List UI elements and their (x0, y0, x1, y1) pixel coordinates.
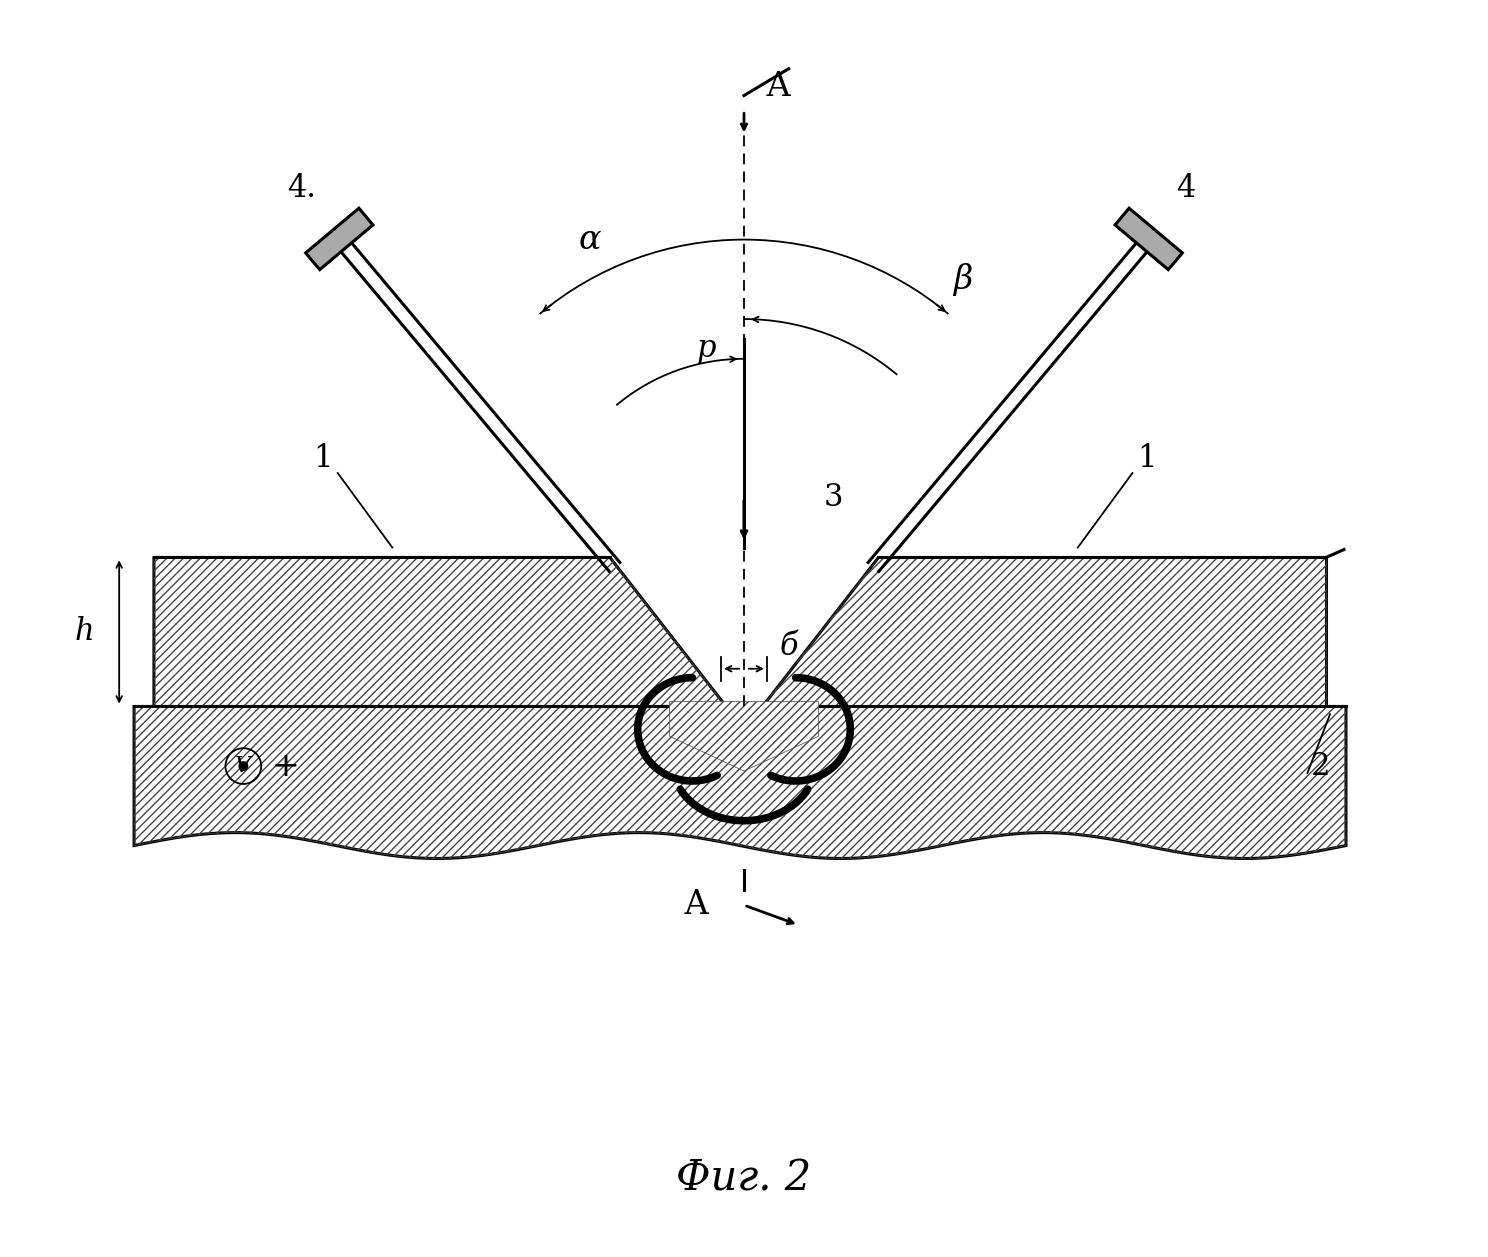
Text: +: + (271, 749, 299, 783)
Text: h: h (74, 616, 94, 647)
Text: 3: 3 (824, 483, 844, 513)
Text: 1: 1 (312, 442, 332, 474)
Circle shape (238, 762, 248, 771)
Text: А: А (684, 889, 710, 921)
Polygon shape (153, 557, 726, 706)
Polygon shape (1115, 209, 1183, 270)
Text: α: α (579, 224, 601, 255)
Text: 2: 2 (1311, 750, 1330, 782)
Text: 1: 1 (1137, 442, 1158, 474)
Text: β: β (952, 263, 972, 295)
Text: Фиг. 2: Фиг. 2 (677, 1158, 811, 1199)
Polygon shape (670, 701, 818, 771)
Text: А: А (766, 70, 792, 103)
Polygon shape (762, 557, 1326, 706)
Polygon shape (305, 209, 373, 270)
Text: 4.: 4. (287, 172, 317, 204)
Text: V: V (235, 755, 251, 777)
Text: б: б (780, 631, 798, 662)
Polygon shape (134, 706, 1347, 859)
Text: 4: 4 (1177, 172, 1196, 204)
Text: р: р (696, 333, 716, 365)
